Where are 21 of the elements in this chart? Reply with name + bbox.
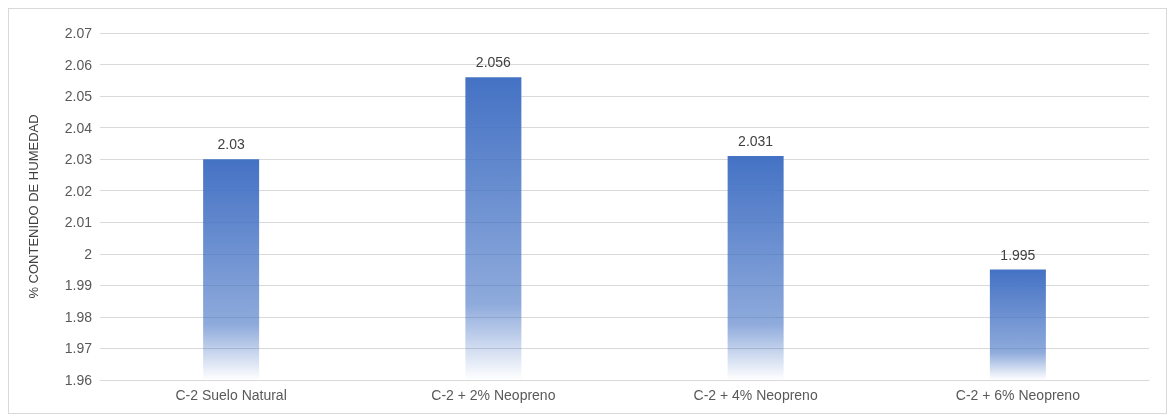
y-tick-label: 2.06 xyxy=(64,56,93,73)
y-tick-label: 2 xyxy=(84,245,93,262)
x-tick-label: C-2 + 6% Neopreno xyxy=(955,387,1081,403)
y-tick-label: 1.99 xyxy=(64,277,93,294)
y-tick-label: 2.04 xyxy=(64,119,93,136)
y-tick-label: 1.98 xyxy=(64,308,93,325)
y-tick-label: 1.96 xyxy=(64,372,93,388)
data-label: 2.056 xyxy=(475,54,512,71)
x-tick-label: C-2 Suelo Natural xyxy=(175,387,287,403)
x-tick-label: C-2 + 2% Neopreno xyxy=(431,387,556,403)
y-tick-label: 2.07 xyxy=(64,25,93,41)
y-tick-label: 2.02 xyxy=(64,182,93,199)
data-label: 2.03 xyxy=(217,136,245,153)
y-tick-label: 2.03 xyxy=(64,151,93,168)
y-tick-label: 2.05 xyxy=(64,88,93,105)
x-tick-label: C-2 + 4% Neopreno xyxy=(693,387,818,403)
y-tick-label: 2.01 xyxy=(64,214,93,231)
y-tick-label: 1.97 xyxy=(64,340,93,357)
data-label: 1.995 xyxy=(1000,246,1036,263)
data-label: 2.031 xyxy=(738,133,774,150)
y-axis-title: % CONTENIDO DE HUMEDAD xyxy=(26,114,41,299)
